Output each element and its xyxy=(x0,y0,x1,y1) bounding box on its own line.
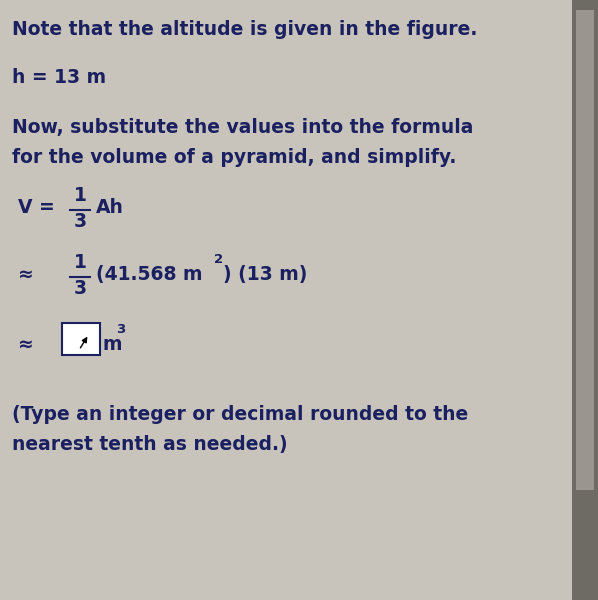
Text: ) (13 m): ) (13 m) xyxy=(223,265,307,284)
Text: ≈: ≈ xyxy=(18,265,33,284)
Text: V =: V = xyxy=(18,198,61,217)
Text: Note that the altitude is given in the figure.: Note that the altitude is given in the f… xyxy=(12,20,477,39)
Text: ≈: ≈ xyxy=(18,335,33,354)
Text: 3: 3 xyxy=(74,212,87,231)
Text: 1: 1 xyxy=(74,186,87,205)
Text: for the volume of a pyramid, and simplify.: for the volume of a pyramid, and simplif… xyxy=(12,148,456,167)
Text: h = 13 m: h = 13 m xyxy=(12,68,106,87)
Text: 3: 3 xyxy=(116,323,125,336)
Text: Now, substitute the values into the formula: Now, substitute the values into the form… xyxy=(12,118,474,137)
Bar xyxy=(572,0,598,600)
Text: nearest tenth as needed.): nearest tenth as needed.) xyxy=(12,435,288,454)
Text: Ah: Ah xyxy=(96,198,124,217)
Text: (Type an integer or decimal rounded to the: (Type an integer or decimal rounded to t… xyxy=(12,405,468,424)
Text: m: m xyxy=(102,335,121,354)
Text: 3: 3 xyxy=(74,279,87,298)
Text: 2: 2 xyxy=(214,253,223,266)
Text: (41.568 m: (41.568 m xyxy=(96,265,203,284)
Bar xyxy=(576,10,594,490)
Bar xyxy=(62,323,100,355)
Text: 1: 1 xyxy=(74,253,87,272)
